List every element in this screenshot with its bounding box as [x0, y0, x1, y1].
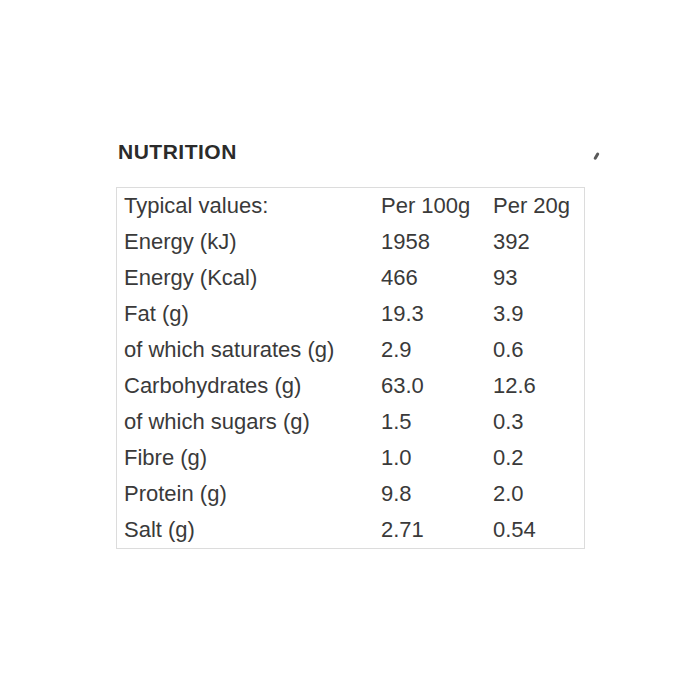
nutrient-label: Fat (g) — [124, 296, 381, 332]
nutrient-label: of which saturates (g) — [124, 332, 381, 368]
per-100g-value: 1.5 — [381, 404, 493, 440]
nutrient-label: Carbohydrates (g) — [124, 368, 381, 404]
table-row: Carbohydrates (g) 63.0 12.6 — [117, 368, 584, 404]
per-100g-value: 19.3 — [381, 296, 493, 332]
per-20g-value: 392 — [493, 224, 584, 260]
per-20g-value: 0.6 — [493, 332, 584, 368]
table-row: Fat (g) 19.3 3.9 — [117, 296, 584, 332]
nutrient-label: of which sugars (g) — [124, 404, 381, 440]
per-20g-value: 93 — [493, 260, 584, 296]
column-header-per-100g: Per 100g — [381, 188, 493, 224]
per-20g-value: 12.6 — [493, 368, 584, 404]
table-row: Energy (kJ) 1958 392 — [117, 224, 584, 260]
column-header-per-20g: Per 20g — [493, 188, 584, 224]
per-20g-value: 2.0 — [493, 476, 584, 512]
per-100g-value: 2.9 — [381, 332, 493, 368]
nutrient-label: Energy (kJ) — [124, 224, 381, 260]
per-20g-value: 3.9 — [493, 296, 584, 332]
table-row: Fibre (g) 1.0 0.2 — [117, 440, 584, 476]
nutrient-label: Protein (g) — [124, 476, 381, 512]
per-20g-value: 0.3 — [493, 404, 584, 440]
tick-mark-icon — [593, 152, 599, 160]
nutrition-table: Typical values: Per 100g Per 20g Energy … — [116, 187, 585, 549]
nutrient-label: Salt (g) — [124, 512, 381, 548]
section-title: NUTRITION — [118, 140, 237, 164]
per-100g-value: 1.0 — [381, 440, 493, 476]
table-row: Protein (g) 9.8 2.0 — [117, 476, 584, 512]
per-100g-value: 9.8 — [381, 476, 493, 512]
per-20g-value: 0.54 — [493, 512, 584, 548]
nutrient-label: Fibre (g) — [124, 440, 381, 476]
per-100g-value: 466 — [381, 260, 493, 296]
per-100g-value: 63.0 — [381, 368, 493, 404]
table-row: of which saturates (g) 2.9 0.6 — [117, 332, 584, 368]
table-header-row: Typical values: Per 100g Per 20g — [117, 188, 584, 224]
table-row: of which sugars (g) 1.5 0.3 — [117, 404, 584, 440]
per-100g-value: 2.71 — [381, 512, 493, 548]
column-header-typical-values: Typical values: — [124, 188, 381, 224]
table-row: Energy (Kcal) 466 93 — [117, 260, 584, 296]
per-100g-value: 1958 — [381, 224, 493, 260]
nutrient-label: Energy (Kcal) — [124, 260, 381, 296]
per-20g-value: 0.2 — [493, 440, 584, 476]
table-row: Salt (g) 2.71 0.54 — [117, 512, 584, 548]
page-background: NUTRITION Typical values: Per 100g Per 2… — [0, 0, 700, 700]
